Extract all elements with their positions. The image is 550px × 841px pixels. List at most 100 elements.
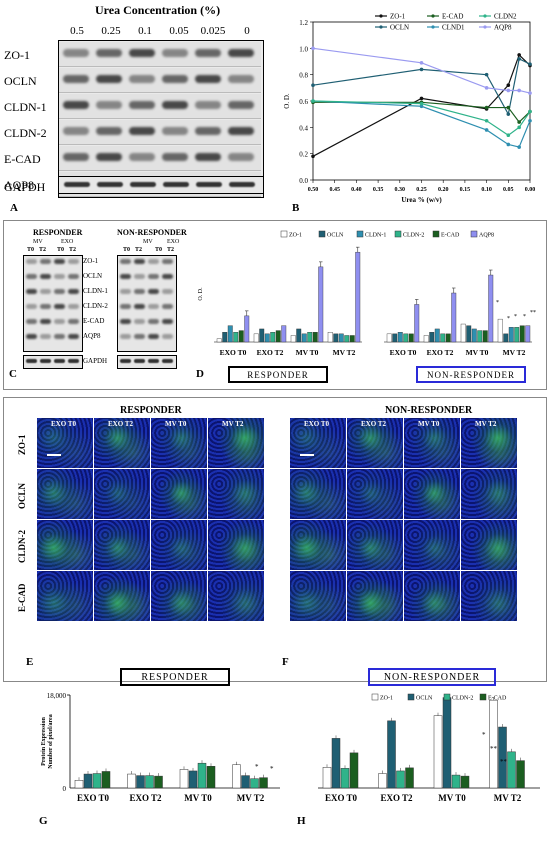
- protein-label: CLDN-1: [4, 100, 47, 114]
- if-tile: [347, 571, 403, 621]
- frame-cd: [3, 220, 547, 390]
- blot-c-band: [40, 334, 51, 339]
- gapdh-row: [58, 176, 264, 194]
- bar-zo-1: [74, 780, 84, 789]
- if-column-label: EXO T0: [304, 420, 329, 428]
- data-point-ocln: [506, 112, 511, 116]
- mv-label: MV: [33, 239, 43, 245]
- gapdh-label-c: GAPDH: [83, 357, 108, 365]
- blot-c-band: [26, 334, 37, 339]
- group-label-d: EXO T2: [257, 348, 284, 357]
- blot-band: [63, 101, 89, 109]
- if-tile: [94, 418, 150, 468]
- blot-band: [63, 127, 89, 135]
- y-tick-label-b: 0.2: [299, 151, 308, 159]
- blot-c-band: [120, 289, 131, 294]
- significance-star-d: **: [530, 310, 536, 316]
- legend-swatch-h: [443, 693, 451, 701]
- blot-c-band: [120, 334, 131, 339]
- bar-d-e-cad: [519, 325, 525, 343]
- if-tile: [208, 571, 264, 621]
- protein-label-c: CLDN-1: [83, 287, 108, 295]
- blot-c-band: [162, 274, 173, 279]
- legend-swatch-d: [280, 230, 288, 238]
- blot-band: [129, 75, 155, 83]
- gapdh-band: [163, 182, 189, 187]
- bar-d-ocln: [466, 325, 472, 343]
- x-axis-label-b: Urea % (w/v): [401, 196, 442, 204]
- legend-label-d: CLDN-2: [403, 233, 424, 239]
- blot-band: [195, 75, 221, 83]
- blot-c-band: [162, 289, 173, 294]
- legend-marker-b: [379, 14, 383, 18]
- blot-row: [59, 68, 261, 93]
- data-point-cldn2: [528, 109, 532, 114]
- protein-label: AQP8: [4, 178, 35, 192]
- blot-c-band: [40, 259, 51, 264]
- y-tick-label-b: 0.8: [299, 72, 308, 80]
- responder-title: RESPONDER: [33, 228, 83, 237]
- bar-d-zo-1: [423, 335, 429, 343]
- blot-c-band: [148, 304, 159, 309]
- protein-label: E-CAD: [4, 152, 41, 166]
- data-point-aqp8: [506, 88, 511, 93]
- bar-d-zo-1: [253, 333, 259, 343]
- if-tile: [37, 418, 93, 468]
- y-axis-label-d: O. D.: [198, 287, 204, 301]
- legend-label-b: OCLN: [390, 24, 409, 32]
- significance-star-d: *: [496, 300, 499, 306]
- exo-label: EXO: [61, 239, 74, 245]
- blot-band: [162, 101, 188, 109]
- bar-d-aqp8: [281, 325, 287, 343]
- if-tile: [290, 520, 346, 570]
- panel-label-d: D: [196, 368, 204, 380]
- exo-label: EXO: [167, 239, 180, 245]
- legend-label-d: CLDN-1: [365, 233, 386, 239]
- bar-cldn-2: [451, 774, 461, 789]
- bar-zo-1: [433, 715, 443, 789]
- blot-c-band: [162, 319, 173, 324]
- legend-swatch-d: [394, 230, 402, 238]
- data-point-aqp8: [419, 61, 424, 65]
- blot-band: [129, 153, 155, 161]
- x-tick-label-b: 0.10: [481, 187, 492, 193]
- blot-c-band: [68, 274, 79, 279]
- bar-cldn-2: [250, 778, 259, 789]
- x-tick-label-b: 0.40: [351, 187, 362, 193]
- x-tick-label-b: 0.35: [373, 187, 384, 193]
- bar-d-cldn-1: [301, 333, 307, 343]
- legend-label-b: CLND1: [442, 24, 465, 32]
- blot-row: [59, 120, 261, 145]
- blot-band: [228, 49, 254, 57]
- scale-bar: [300, 454, 314, 456]
- concentration-label: 0: [244, 25, 250, 37]
- data-point-e-cad: [517, 120, 521, 124]
- bar-zo-1: [232, 764, 241, 789]
- data-point-aqp8: [484, 86, 489, 90]
- bar-cldn-2: [197, 762, 207, 789]
- blot-band: [228, 101, 254, 109]
- if-tile: [461, 571, 517, 621]
- blot-c-band: [54, 319, 65, 324]
- bar-ocln: [331, 738, 341, 789]
- bar-d-cldn-2: [514, 327, 520, 343]
- if-tile: [347, 469, 403, 519]
- data-point-cldn2: [419, 101, 424, 106]
- panel-c: RESPONDER NON-RESPONDER C MV EXO MV EXO T0 T2…: [5, 222, 195, 388]
- blot-band: [162, 127, 188, 135]
- group-label-d: EXO T2: [427, 348, 454, 357]
- blot-c-band: [134, 304, 145, 309]
- if-grid-wrap: EXO T0 EXO T2 MV T0 MV T2: [290, 418, 517, 621]
- protein-label-c: AQP8: [83, 332, 101, 340]
- gapdh-c-band: [162, 359, 173, 363]
- blot-band: [96, 75, 122, 83]
- legend-label-d: ZO-1: [289, 233, 302, 239]
- bar-d-cldn-2: [344, 335, 350, 343]
- bar-d-e-cad: [312, 331, 318, 343]
- y-axis-label-line1: Protein Expression: [41, 717, 47, 766]
- data-point-aqp8: [311, 46, 315, 51]
- data-point-clnd1: [419, 104, 424, 109]
- blot-c-band: [134, 259, 145, 264]
- category-label: MV T0: [184, 793, 212, 803]
- blot-row: [59, 42, 261, 67]
